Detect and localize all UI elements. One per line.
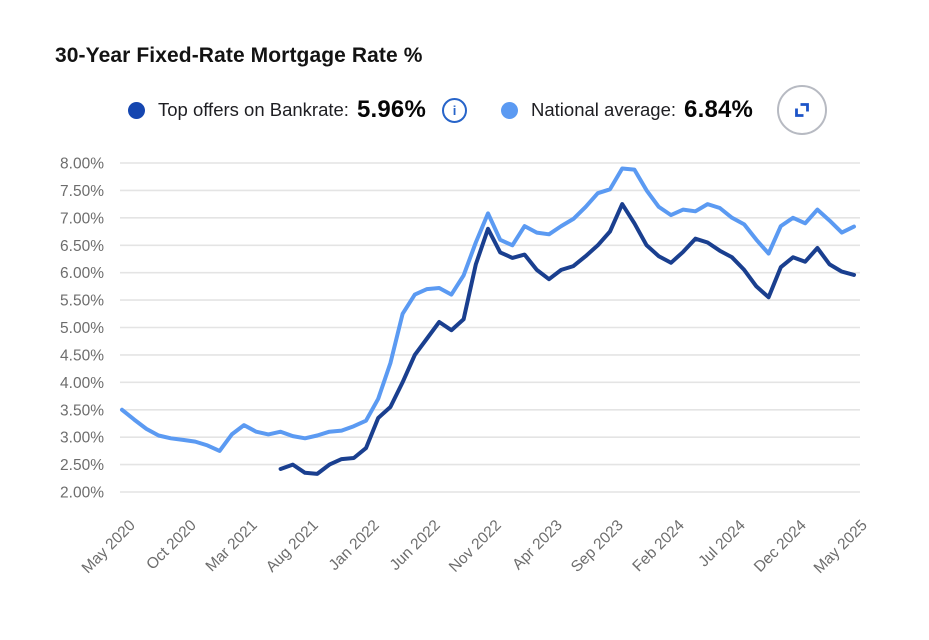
- legend: Top offers on Bankrate: 5.96% i National…: [128, 84, 828, 136]
- top-offers-label: Top offers on Bankrate:: [158, 99, 349, 120]
- x-tick-label: Oct 2020: [143, 517, 200, 574]
- x-tick-label: Nov 2022: [446, 517, 505, 576]
- national-average-label: National average:: [531, 99, 677, 120]
- info-icon[interactable]: i: [442, 97, 468, 123]
- top-offers-on-bankrate-line[interactable]: [278, 202, 856, 476]
- y-tick-label: 5.00%: [60, 320, 104, 337]
- x-tick-label: Apr 2023: [509, 517, 566, 574]
- national-average-value: 6.84%: [684, 96, 754, 123]
- x-tick-label: Aug 2021: [263, 517, 322, 576]
- top-offers-dot-icon: [128, 101, 145, 119]
- y-tick-label: 6.50%: [60, 238, 104, 255]
- x-tick-label: Jun 2022: [387, 517, 444, 574]
- chart-title: 30-Year Fixed-Rate Mortgage Rate %: [55, 44, 423, 67]
- x-tick-label: Jul 2024: [695, 517, 749, 571]
- x-tick-label: May 2020: [79, 517, 139, 577]
- y-tick-label: 6.00%: [60, 265, 104, 282]
- y-tick-label: 5.50%: [60, 293, 104, 310]
- y-tick-label: 2.50%: [60, 457, 104, 474]
- y-tick-label: 8.00%: [60, 156, 104, 173]
- x-tick-label: Jan 2022: [326, 517, 383, 574]
- expand-icon: [795, 103, 809, 117]
- y-tick-label: 3.00%: [60, 430, 104, 447]
- y-tick-label: 4.50%: [60, 347, 104, 364]
- national-average-dot-icon: [501, 101, 519, 119]
- x-tick-label: May 2025: [811, 517, 871, 577]
- y-tick-label: 7.50%: [60, 183, 104, 200]
- x-tick-label: Dec 2024: [751, 517, 810, 576]
- x-tick-label: Feb 2024: [629, 517, 688, 576]
- y-tick-label: 4.00%: [60, 375, 104, 392]
- x-tick-label: Sep 2023: [568, 517, 627, 576]
- y-tick-label: 2.00%: [60, 485, 104, 502]
- x-tick-label: Mar 2021: [203, 517, 261, 575]
- top-offers-value: 5.96%: [356, 96, 427, 123]
- national-average-line[interactable]: [120, 166, 856, 453]
- y-tick-label: 3.50%: [60, 402, 104, 419]
- y-tick-label: 7.00%: [60, 210, 104, 227]
- expand-button[interactable]: [777, 85, 828, 135]
